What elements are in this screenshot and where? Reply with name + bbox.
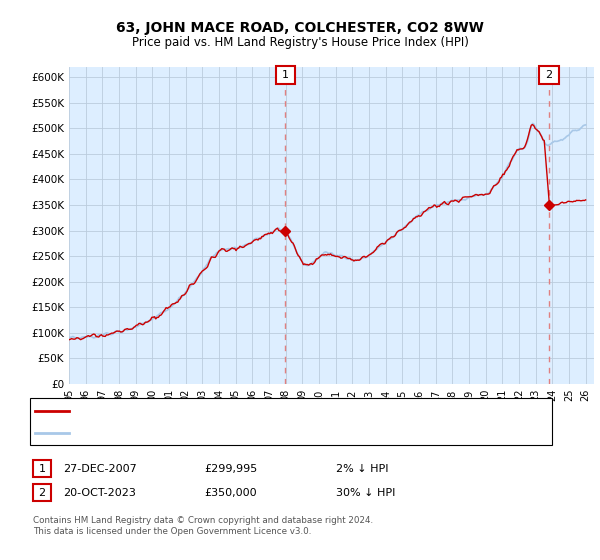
Text: ─────: ───── bbox=[33, 404, 71, 417]
Text: 63, JOHN MACE ROAD, COLCHESTER, CO2 8WW: 63, JOHN MACE ROAD, COLCHESTER, CO2 8WW bbox=[116, 21, 484, 35]
Text: 20-OCT-2023: 20-OCT-2023 bbox=[63, 488, 136, 498]
Text: Price paid vs. HM Land Registry's House Price Index (HPI): Price paid vs. HM Land Registry's House … bbox=[131, 36, 469, 49]
Text: 1: 1 bbox=[282, 70, 289, 80]
Text: 63, JOHN MACE ROAD, COLCHESTER, CO2 8WW (detached house): 63, JOHN MACE ROAD, COLCHESTER, CO2 8WW … bbox=[75, 406, 419, 416]
Text: 1: 1 bbox=[38, 464, 46, 474]
Text: 63, JOHN MACE ROAD, COLCHESTER, CO2 8WW (detached house): 63, JOHN MACE ROAD, COLCHESTER, CO2 8WW … bbox=[75, 406, 419, 416]
Text: Contains HM Land Registry data © Crown copyright and database right 2024.
This d: Contains HM Land Registry data © Crown c… bbox=[33, 516, 373, 536]
Text: 2: 2 bbox=[38, 488, 46, 498]
Text: £350,000: £350,000 bbox=[204, 488, 257, 498]
Text: 2% ↓ HPI: 2% ↓ HPI bbox=[336, 464, 389, 474]
Text: 2: 2 bbox=[545, 70, 553, 80]
Text: HPI: Average price, detached house, Colchester: HPI: Average price, detached house, Colc… bbox=[75, 428, 324, 438]
Text: ─────: ───── bbox=[33, 427, 71, 440]
Text: £299,995: £299,995 bbox=[204, 464, 257, 474]
Text: 30% ↓ HPI: 30% ↓ HPI bbox=[336, 488, 395, 498]
Text: 27-DEC-2007: 27-DEC-2007 bbox=[63, 464, 137, 474]
Text: HPI: Average price, detached house, Colchester: HPI: Average price, detached house, Colc… bbox=[75, 428, 324, 438]
